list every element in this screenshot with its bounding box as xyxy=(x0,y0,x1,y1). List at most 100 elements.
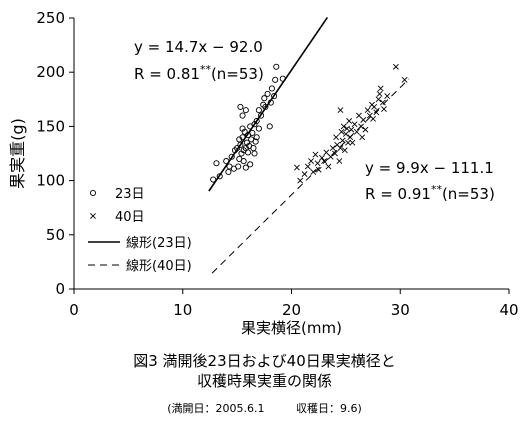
scatter-chart: 0 50 100 150 200 250 0 10 20 30 40 果実横径(mm) 果実重(g) y… xyxy=(8,9,519,337)
point-cross xyxy=(381,106,387,112)
point-cross xyxy=(337,107,344,114)
point-circle xyxy=(239,112,246,119)
point-circle xyxy=(250,145,257,152)
bloom-date-note: (満開日：2005.6.1 xyxy=(167,402,265,415)
fit-r-value-2: R = 0.91**(n=53) xyxy=(365,183,495,204)
point-cross xyxy=(370,115,376,122)
point-cross xyxy=(333,134,340,141)
point-cross xyxy=(297,177,304,184)
legend-label-fit-23d: 線形(23日) xyxy=(126,235,192,251)
point-cross xyxy=(348,126,355,133)
legend-marker-circle xyxy=(89,189,97,197)
point-cross xyxy=(336,158,343,165)
point-cross xyxy=(323,149,330,156)
point-cross xyxy=(379,99,386,106)
point-circle xyxy=(242,107,249,114)
y-tick-label: 150 xyxy=(36,117,65,135)
point-circle xyxy=(225,168,232,175)
point-cross xyxy=(339,137,346,144)
point-cross xyxy=(347,134,354,141)
y-tick-label: 0 xyxy=(55,280,65,298)
legend-marker-cross xyxy=(90,213,96,219)
point-circle xyxy=(252,138,259,145)
point-cross xyxy=(310,169,317,175)
point-circle xyxy=(249,129,256,136)
point-cross xyxy=(356,112,362,119)
point-cross xyxy=(351,121,358,128)
point-circle xyxy=(213,160,220,167)
point-cross xyxy=(353,128,360,135)
figure-caption-line1: 図3 満開後23日および40日果実横径と xyxy=(133,352,396,370)
regression-line-2 xyxy=(211,78,410,274)
point-cross xyxy=(332,150,338,157)
point-circle xyxy=(240,158,247,165)
data-points xyxy=(210,63,408,184)
point-cross xyxy=(304,163,311,170)
point-circle xyxy=(253,117,260,125)
point-cross xyxy=(308,158,314,165)
point-cross xyxy=(360,116,367,123)
x-tick-label: 20 xyxy=(282,301,301,319)
point-cross xyxy=(377,85,384,92)
point-cross xyxy=(376,90,383,97)
point-cross xyxy=(359,134,366,141)
point-cross xyxy=(314,160,321,167)
point-circle xyxy=(235,163,242,170)
point-cross xyxy=(364,107,371,114)
x-axis-title: 果実横径(mm) xyxy=(241,319,342,337)
point-circle xyxy=(267,99,274,106)
point-circle xyxy=(242,164,249,171)
point-cross xyxy=(341,147,348,154)
fit-r-value-1: R = 0.81**(n=53) xyxy=(134,63,264,84)
x-tick-label: 0 xyxy=(69,301,79,319)
y-tick-label: 50 xyxy=(46,226,65,244)
figure-note: (満開日：2005.6.1 収穫日：9.6) xyxy=(0,400,529,416)
point-circle xyxy=(255,107,262,114)
point-circle xyxy=(234,145,241,152)
point-circle xyxy=(223,158,230,165)
equation-annotations: y = 14.7x − 92.0 R = 0.81**(n=53) y = 9.9x… xyxy=(134,38,495,203)
point-cross xyxy=(342,131,349,137)
point-circle xyxy=(237,103,244,110)
point-cross xyxy=(312,151,319,158)
point-cross xyxy=(321,158,328,165)
point-cross xyxy=(358,123,365,130)
point-cross xyxy=(329,145,336,151)
point-cross xyxy=(344,125,350,132)
point-circle xyxy=(257,112,265,119)
point-cross xyxy=(340,123,347,130)
point-circle xyxy=(226,163,233,170)
point-circle xyxy=(239,134,246,141)
point-cross xyxy=(325,163,332,170)
point-cross xyxy=(301,171,308,178)
point-cross xyxy=(337,145,344,151)
point-cross xyxy=(338,128,345,135)
axes: 0 50 100 150 200 250 0 10 20 30 40 果実横径(mm) 果実重(g) xyxy=(8,9,519,337)
point-circle xyxy=(255,125,262,132)
point-circle xyxy=(253,134,260,141)
x-tick-label: 40 xyxy=(499,301,518,319)
point-cross xyxy=(384,93,391,99)
y-tick-label: 100 xyxy=(36,172,65,190)
fit-equation-2: y = 9.9x − 111.1 xyxy=(365,159,494,177)
point-circle xyxy=(271,92,278,100)
point-circle xyxy=(268,85,275,92)
point-circle xyxy=(244,149,252,156)
point-circle xyxy=(273,63,280,70)
point-cross xyxy=(392,63,399,70)
point-circle xyxy=(251,150,258,157)
point-circle xyxy=(264,90,271,97)
point-cross xyxy=(294,164,300,171)
point-circle xyxy=(272,76,279,83)
harvest-date-note: 収穫日：9.6) xyxy=(295,402,362,415)
point-cross xyxy=(362,126,369,133)
point-cross xyxy=(319,154,325,161)
point-circle xyxy=(266,123,273,130)
point-cross xyxy=(371,103,378,110)
point-circle xyxy=(210,176,217,183)
figure-caption-line2: 収穫時果実重の関係 xyxy=(196,372,332,390)
legend-label-23d: 23日 xyxy=(115,187,145,202)
point-circle xyxy=(241,128,248,135)
y-tick-label: 250 xyxy=(36,9,65,27)
point-circle xyxy=(237,141,244,148)
